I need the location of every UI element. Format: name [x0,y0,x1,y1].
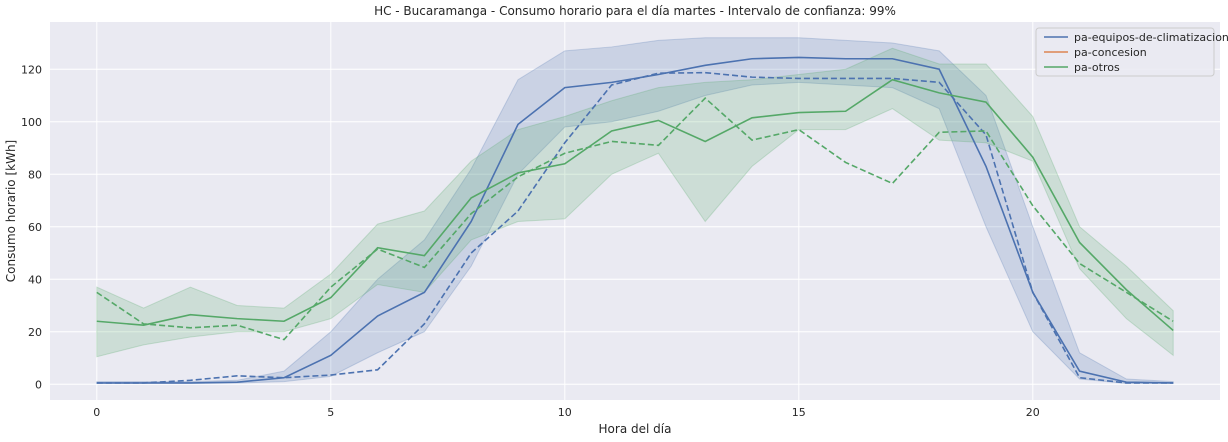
y-tick-label: 100 [21,116,42,129]
series-lines [96,56,1174,384]
grid [50,22,1220,400]
y-axis-label: Consumo horario [kWh] [4,140,18,282]
legend-entry-2: pa-otros [1074,61,1120,74]
mean-line-2 [96,78,1174,332]
legend-entry-1: pa-concesion [1074,46,1147,59]
x-tick-label: 10 [558,406,572,419]
y-tick-label: 20 [28,326,42,339]
median-line-2 [96,97,1174,341]
legend-entry-0: pa-equipos-de-climatizacion [1074,31,1228,44]
y-tick-label: 80 [28,168,42,181]
y-tick-labels: 0 20 40 60 80 100 120 [21,63,42,391]
y-tick-label: 40 [28,273,42,286]
legend: pa-equipos-de-climatizacion pa-concesion p… [1035,27,1228,77]
x-axis-label: Hora del día [599,422,672,436]
x-tick-labels: 0 5 10 15 20 [93,406,1040,419]
x-tick-label: 20 [1026,406,1040,419]
y-tick-label: 0 [35,378,42,391]
mean-line-0 [96,56,1174,384]
x-tick-label: 0 [93,406,100,419]
legend-box [1035,27,1215,77]
y-tick-label: 120 [21,63,42,76]
x-tick-label: 5 [327,406,334,419]
chart-title: HC - Bucaramanga - Consumo horario para … [374,4,896,18]
y-tick-label: 60 [28,221,42,234]
x-tick-label: 15 [792,406,806,419]
plot-area [50,22,1220,400]
